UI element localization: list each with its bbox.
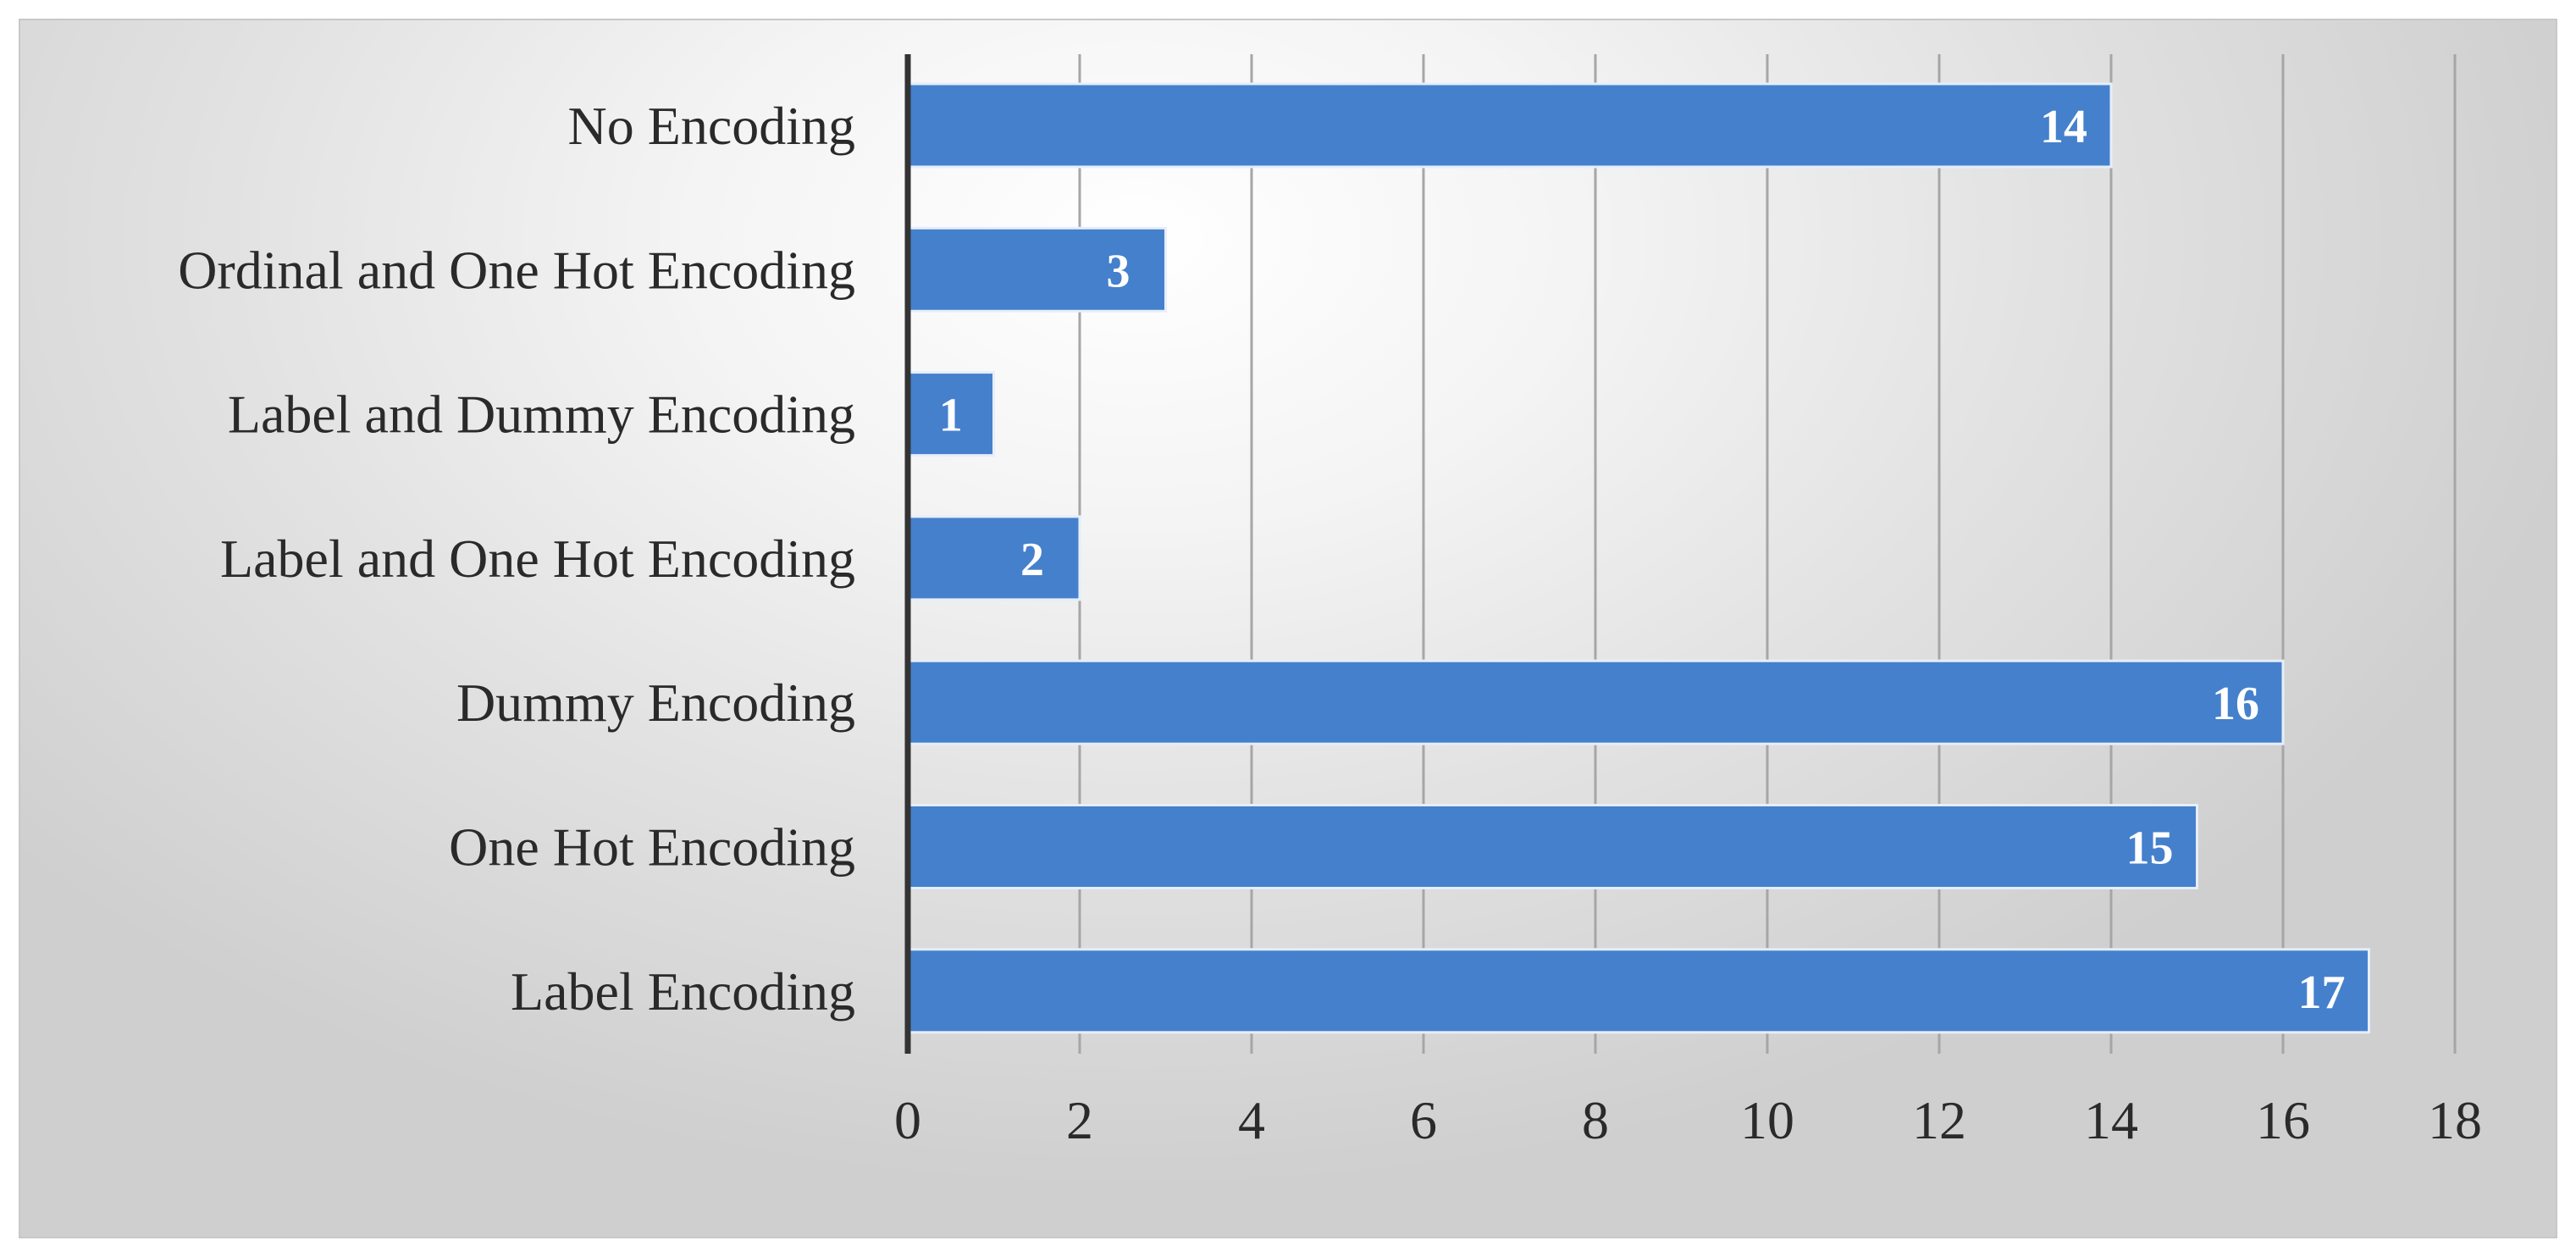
bars bbox=[906, 82, 2370, 1034]
bar bbox=[906, 948, 2370, 1034]
data-label: 1 bbox=[939, 390, 963, 442]
bar bbox=[906, 515, 1081, 601]
x-tick-label: 10 bbox=[1740, 1090, 1794, 1150]
x-tick-label: 0 bbox=[894, 1090, 921, 1150]
x-tick-label: 6 bbox=[1410, 1090, 1437, 1150]
category-label: Label and One Hot Encoding bbox=[220, 529, 855, 589]
data-label: 17 bbox=[2298, 966, 2346, 1019]
data-label: 2 bbox=[1020, 534, 1044, 586]
gridlines bbox=[1078, 54, 2457, 1054]
category-label: One Hot Encoding bbox=[449, 817, 855, 878]
x-tick-label: 8 bbox=[1582, 1090, 1609, 1150]
x-tick-label: 18 bbox=[2428, 1090, 2482, 1150]
x-tick-label: 12 bbox=[1912, 1090, 1966, 1150]
data-label: 16 bbox=[2212, 678, 2259, 730]
category-label: Dummy Encoding bbox=[456, 673, 855, 733]
data-label: 14 bbox=[2040, 101, 2087, 153]
data-label: 15 bbox=[2126, 822, 2174, 875]
x-tick-label: 4 bbox=[1238, 1090, 1265, 1150]
x-tick-label: 14 bbox=[2084, 1090, 2138, 1150]
x-tick-label: 16 bbox=[2256, 1090, 2310, 1150]
bar bbox=[906, 371, 995, 457]
bar bbox=[906, 659, 2285, 745]
category-label: Label and Dummy Encoding bbox=[228, 385, 855, 445]
category-label: Label Encoding bbox=[511, 961, 855, 1022]
category-label: Ordinal and One Hot Encoding bbox=[178, 240, 855, 300]
bar bbox=[906, 82, 2113, 169]
category-label: No Encoding bbox=[568, 96, 856, 156]
bar bbox=[906, 804, 2198, 889]
data-label: 3 bbox=[1107, 245, 1130, 297]
x-tick-label: 2 bbox=[1066, 1090, 1093, 1150]
chart-frame bbox=[19, 19, 2557, 1238]
